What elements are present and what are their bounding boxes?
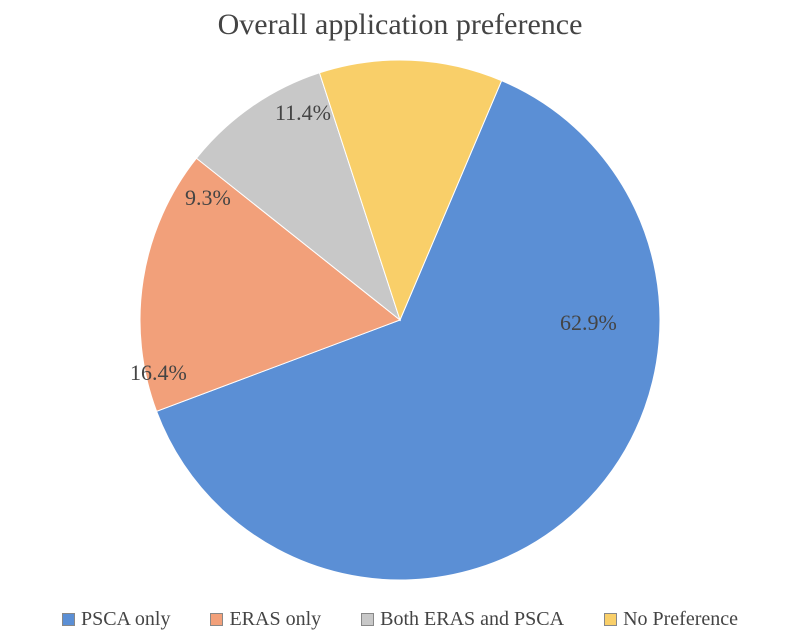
legend-label-both: Both ERAS and PSCA: [380, 608, 564, 631]
legend-swatch-eras: [210, 613, 223, 626]
legend-swatch-nopref: [604, 613, 617, 626]
slice-label-eras: 16.4%: [130, 360, 187, 386]
pie-chart: Overall application preference 62.9% 16.…: [0, 0, 800, 643]
legend-item-psca: PSCA only: [62, 608, 170, 631]
legend-label-eras: ERAS only: [229, 608, 321, 631]
slice-label-psca: 62.9%: [560, 310, 617, 336]
slice-label-nopref: 11.4%: [275, 100, 331, 126]
legend-swatch-psca: [62, 613, 75, 626]
legend-item-eras: ERAS only: [210, 608, 321, 631]
legend-label-nopref: No Preference: [623, 608, 738, 631]
legend-label-psca: PSCA only: [81, 608, 170, 631]
legend-item-nopref: No Preference: [604, 608, 738, 631]
slice-label-both: 9.3%: [185, 185, 231, 211]
legend: PSCA only ERAS only Both ERAS and PSCA N…: [0, 608, 800, 631]
legend-item-both: Both ERAS and PSCA: [361, 608, 564, 631]
chart-title: Overall application preference: [0, 8, 800, 42]
legend-swatch-both: [361, 613, 374, 626]
